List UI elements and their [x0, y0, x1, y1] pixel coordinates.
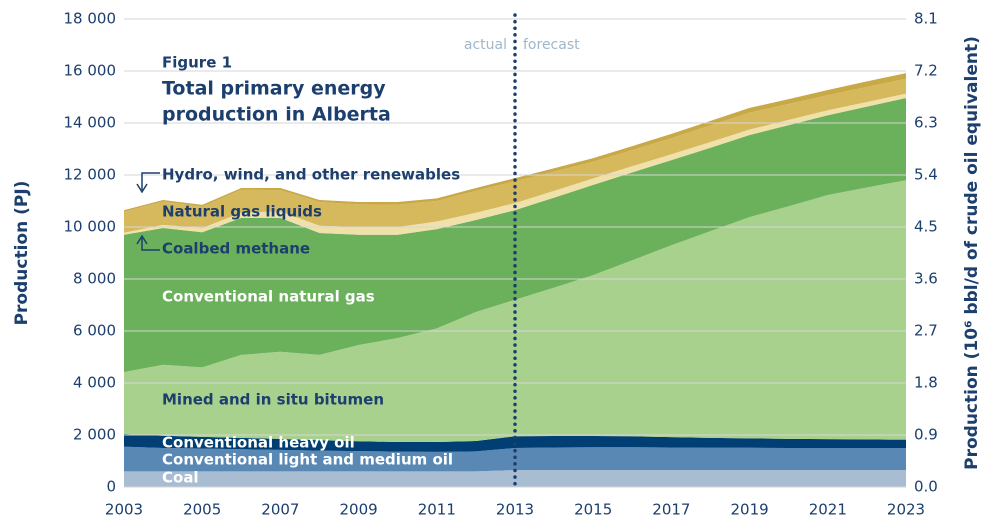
y2-tick-label: 1.8: [914, 374, 938, 392]
y2-tick-label: 5.4: [914, 166, 938, 184]
y-tick-label: 10 000: [64, 218, 117, 236]
series-label: Conventional natural gas: [162, 288, 375, 306]
figure-label: Figure 1: [162, 54, 232, 72]
y2-tick-label: 3.6: [914, 270, 938, 288]
arrow: [136, 234, 160, 251]
series-label: Natural gas liquids: [162, 203, 322, 221]
x-tick-label: 2023: [887, 501, 925, 519]
y-tick-label: 4 000: [73, 374, 116, 392]
series-label: Conventional light and medium oil: [162, 451, 453, 469]
y-tick-label: 18 000: [64, 10, 117, 28]
y2-tick-label: 0.9: [914, 426, 938, 444]
y2-tick-label: 2.7: [914, 322, 938, 340]
y2-tick-label: 6.3: [914, 114, 938, 132]
x-tick-label: 2005: [183, 501, 221, 519]
chart-title: Total primary energy: [162, 78, 386, 100]
area: [124, 78, 906, 233]
y2-tick-label: 0.0: [914, 478, 938, 496]
series-label: Coalbed methane: [162, 240, 310, 258]
x-tick-label: 2017: [652, 501, 690, 519]
x-tick-label: 2015: [574, 501, 612, 519]
y-tick-label: 6 000: [73, 322, 116, 340]
area: [124, 98, 906, 373]
x-tick-label: 2021: [809, 501, 847, 519]
arrow: [136, 172, 160, 194]
y-axis-title: Production (PJ): [12, 181, 32, 326]
series-label: Coal: [162, 469, 199, 487]
y2-tick-label: 4.5: [914, 218, 938, 236]
series-label: Conventional heavy oil: [162, 434, 355, 452]
y-tick-label: 2 000: [73, 426, 116, 444]
chart-title: production in Alberta: [162, 104, 391, 126]
y-tick-label: 16 000: [64, 62, 117, 80]
x-tick-label: 2003: [105, 501, 143, 519]
x-tick-label: 2013: [496, 501, 534, 519]
y-tick-label: 8 000: [73, 270, 116, 288]
y2-tick-label: 8.1: [914, 10, 938, 28]
y2-axis-title: Production (10⁶ bbl/d of crude oil equiv…: [962, 36, 982, 470]
y-tick-label: 14 000: [64, 114, 117, 132]
x-tick-label: 2011: [418, 501, 456, 519]
y-tick-label: 12 000: [64, 166, 117, 184]
series-label: Hydro, wind, and other renewables: [162, 166, 460, 184]
x-tick-label: 2009: [340, 501, 378, 519]
x-tick-label: 2007: [261, 501, 299, 519]
y2-tick-label: 7.2: [914, 62, 938, 80]
x-tick-label: 2019: [731, 501, 769, 519]
y-tick-label: 0: [106, 478, 116, 496]
annotation: actual: [464, 37, 507, 53]
annotation: forecast: [523, 37, 580, 53]
series-label: Mined and in situ bitumen: [162, 391, 384, 409]
